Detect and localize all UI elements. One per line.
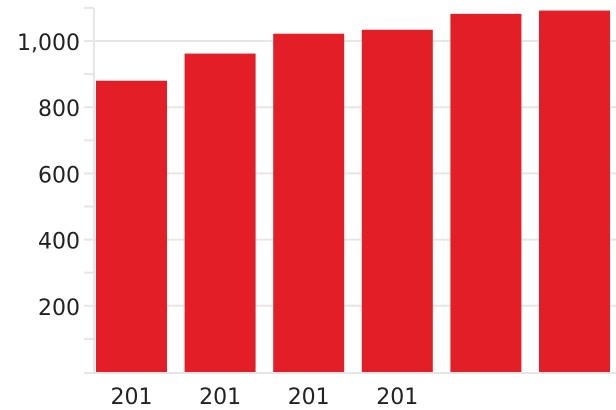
y-tick-label: 800 [38, 97, 80, 122]
y-tick-label: 1,000 [17, 31, 80, 56]
bar [450, 13, 522, 372]
y-tick-label: 600 [38, 163, 80, 188]
x-tick-label: 201 [376, 385, 418, 406]
y-tick-label: 400 [38, 230, 80, 255]
bars [96, 10, 610, 373]
gridlines [94, 40, 616, 307]
bar [361, 29, 433, 372]
x-tick-label: 201 [288, 385, 330, 406]
y-tick-labels: 200 400 600 800 1,000 [17, 31, 80, 321]
x-tick-label: 201 [111, 385, 153, 406]
bar [184, 53, 256, 372]
bar [96, 80, 167, 372]
x-tick-label: 201 [199, 385, 241, 406]
axes [84, 6, 616, 374]
x-tick-labels: 201 201 201 201 [111, 385, 419, 410]
bar [539, 10, 610, 372]
y-tick-label: 200 [38, 296, 80, 321]
bar [273, 33, 345, 373]
